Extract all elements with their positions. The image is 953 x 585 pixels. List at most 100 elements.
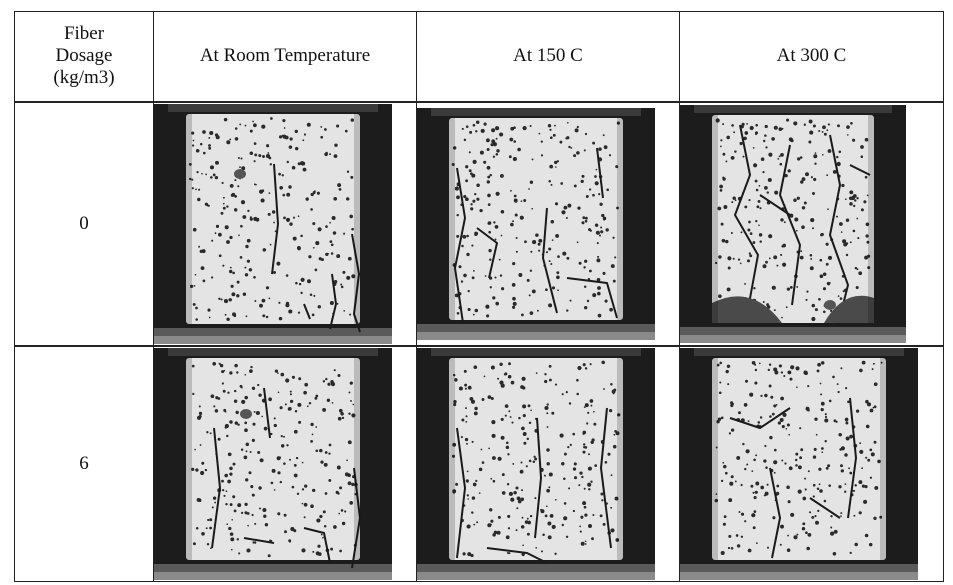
pore xyxy=(343,309,346,312)
pore xyxy=(841,183,845,187)
pore xyxy=(492,155,496,158)
pore xyxy=(197,415,201,420)
specimen-photo-svg xyxy=(154,347,392,580)
pore xyxy=(283,126,286,129)
pore xyxy=(227,452,232,456)
pore xyxy=(221,382,224,385)
pore xyxy=(461,127,464,130)
pore xyxy=(544,474,546,477)
pore xyxy=(491,138,496,143)
pore xyxy=(853,204,856,207)
pore xyxy=(546,448,550,452)
pore xyxy=(818,467,822,471)
pore xyxy=(592,292,597,297)
pore xyxy=(200,470,205,475)
pore xyxy=(258,153,262,157)
pore xyxy=(819,382,822,385)
pore xyxy=(228,526,232,530)
pore xyxy=(241,165,246,170)
pore xyxy=(521,426,525,430)
pore xyxy=(801,176,806,181)
pore xyxy=(454,292,459,297)
pore xyxy=(253,541,257,544)
pore xyxy=(257,383,260,386)
pore xyxy=(865,456,868,459)
pore xyxy=(342,521,345,524)
pore xyxy=(820,360,825,365)
pore xyxy=(526,437,530,440)
pore xyxy=(497,515,501,519)
pore xyxy=(850,195,855,200)
pore xyxy=(276,261,281,266)
pore xyxy=(288,308,293,314)
pore xyxy=(838,432,842,437)
pore xyxy=(560,181,564,185)
pore xyxy=(866,402,872,407)
pore xyxy=(501,286,505,290)
pore xyxy=(825,466,829,470)
pore xyxy=(209,517,213,521)
pore xyxy=(333,196,338,201)
pore xyxy=(262,247,267,252)
pore xyxy=(268,297,271,299)
pore xyxy=(538,132,541,134)
pore xyxy=(451,454,456,458)
pore xyxy=(846,133,849,136)
pore xyxy=(224,473,229,478)
pore xyxy=(286,192,291,197)
pore xyxy=(793,535,798,540)
pore xyxy=(549,164,554,168)
pore xyxy=(823,310,826,313)
pore xyxy=(768,384,772,388)
pore xyxy=(531,207,534,210)
pore xyxy=(720,138,723,141)
pore xyxy=(818,297,821,301)
pore xyxy=(277,511,281,516)
pore xyxy=(586,422,589,425)
pore xyxy=(545,505,548,507)
pore xyxy=(249,369,253,373)
pore xyxy=(214,175,219,179)
pore xyxy=(222,264,225,267)
pore xyxy=(546,425,549,428)
pore xyxy=(277,470,281,475)
face-shadow-left xyxy=(449,117,455,320)
dosage-cell: 6 xyxy=(14,345,154,582)
pore xyxy=(251,493,255,497)
specimen-photo-svg xyxy=(680,104,906,343)
pore xyxy=(582,430,587,434)
pore xyxy=(297,402,302,407)
pore xyxy=(755,123,758,126)
specimen-photo-svg xyxy=(417,347,655,580)
pore xyxy=(470,171,473,175)
pore xyxy=(610,474,613,476)
pore xyxy=(530,409,532,411)
pore xyxy=(249,450,252,453)
pore xyxy=(351,227,354,231)
pore xyxy=(548,472,553,477)
pore xyxy=(293,463,297,467)
pore xyxy=(245,442,250,446)
pore xyxy=(460,279,464,283)
pore xyxy=(764,124,768,128)
pore xyxy=(549,513,554,518)
pore xyxy=(471,511,474,514)
pore xyxy=(858,510,862,515)
pore xyxy=(824,439,827,443)
pore xyxy=(512,296,516,301)
pore xyxy=(583,265,586,269)
pore xyxy=(544,514,548,518)
pore xyxy=(453,399,457,404)
pore xyxy=(791,513,794,516)
pore xyxy=(767,368,770,371)
pore xyxy=(486,313,490,317)
pore xyxy=(752,146,755,149)
pore xyxy=(474,232,478,236)
pore xyxy=(849,240,852,243)
pore xyxy=(805,406,810,411)
pore xyxy=(770,395,774,399)
pore xyxy=(592,141,596,145)
crack-line xyxy=(271,163,279,274)
pore xyxy=(547,123,552,127)
pore xyxy=(279,405,283,409)
